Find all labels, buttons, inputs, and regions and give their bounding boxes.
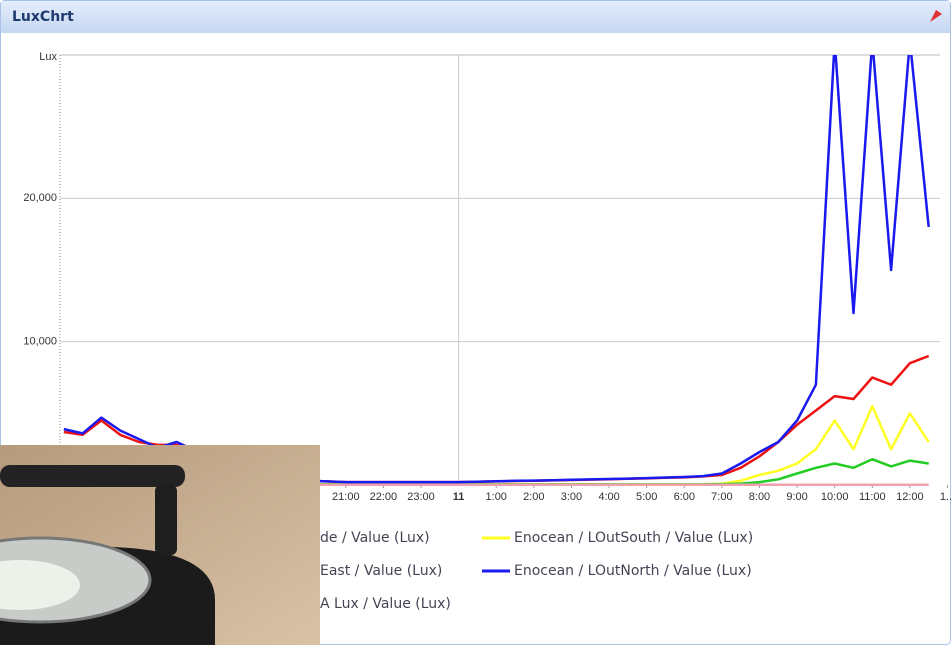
x-tick-label: 8:00 [749, 491, 770, 503]
x-tick-label: 6:00 [674, 491, 695, 503]
x-tick-label: 3:00 [561, 491, 582, 503]
y-tick-label: 10,000 [23, 336, 57, 348]
x-tick-label-major: 11 [453, 491, 465, 503]
chart-widget: LuxChrt Lux 10,000 20,000 11 21:00 22:00 23:0… [0, 0, 951, 645]
x-tick-label: 1... [940, 491, 951, 503]
y-axis-label: Lux [39, 51, 57, 63]
x-tick-label: 21:00 [332, 491, 360, 503]
legend-label: A Lux / Value (Lux) [320, 596, 451, 612]
x-tick-label: 5:00 [636, 491, 657, 503]
x-tick-label: 4:00 [598, 491, 619, 503]
panel-header [1, 1, 950, 33]
panel-title: LuxChrt [12, 9, 74, 25]
x-tick-label: 22:00 [370, 491, 398, 503]
photo-overlay [0, 445, 320, 645]
legend-label: Enocean / LOutSouth / Value (Lux) [514, 530, 753, 546]
x-tick-label: 23:00 [407, 491, 435, 503]
page: LuxChrt Lux 10,000 20,000 11 21:00 22:00 23:0… [0, 0, 951, 645]
x-tick-label: 1:00 [486, 491, 507, 503]
x-tick-label: 9:00 [786, 491, 807, 503]
x-tick-label: 7:00 [711, 491, 732, 503]
legend-label: Enocean / LOutNorth / Value (Lux) [514, 563, 752, 579]
y-tick-label: 20,000 [23, 192, 57, 204]
legend-label: de / Value (Lux) [320, 530, 430, 546]
x-tick-label: 11:00 [859, 491, 886, 503]
legend-label: East / Value (Lux) [320, 563, 442, 579]
x-tick-label: 10:00 [821, 491, 849, 503]
x-tick-label: 2:00 [523, 491, 544, 503]
x-tick-label: 12:00 [896, 491, 924, 503]
